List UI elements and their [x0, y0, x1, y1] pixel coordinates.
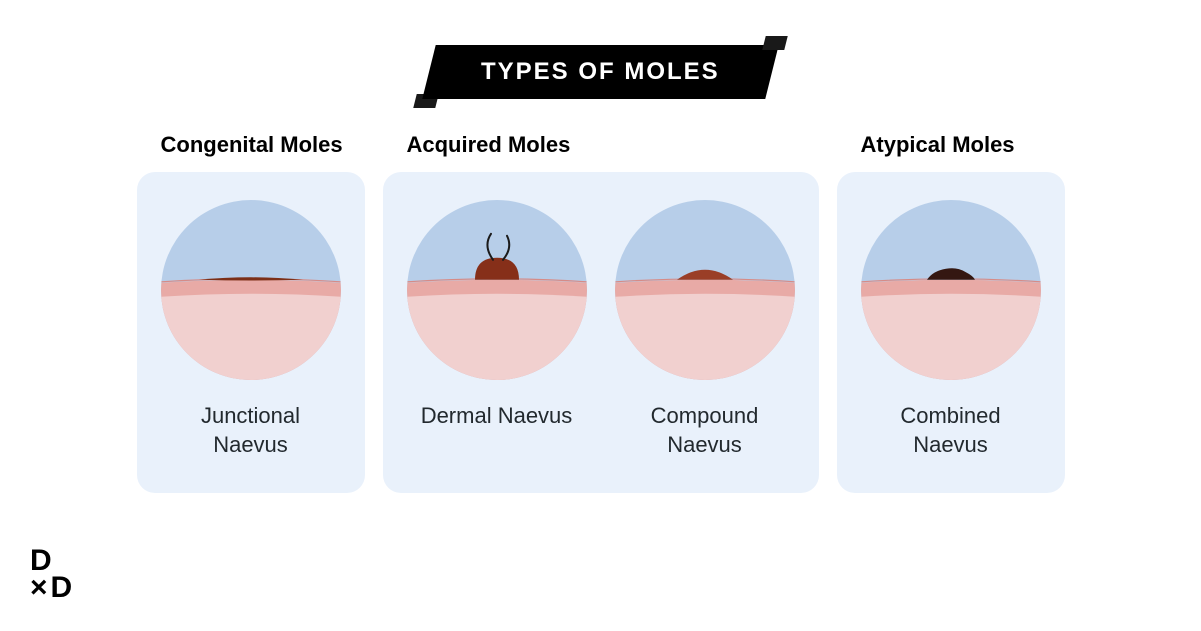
mole-label: Dermal Naevus	[421, 402, 573, 431]
category-card: Dermal Naevus Compound Naevus	[383, 172, 819, 493]
category-title: Congenital Moles	[161, 132, 343, 158]
mole-item: Dermal Naevus	[407, 200, 587, 459]
category-card: Combined Naevus	[837, 172, 1065, 493]
category-column: Congenital Moles Junctional Naevus	[137, 132, 365, 493]
page-title: TYPES OF MOLES	[481, 58, 720, 86]
mole-diagram	[407, 200, 587, 380]
category-column: Atypical Moles Combined Naevus	[837, 132, 1065, 493]
mole-item: Junctional Naevus	[161, 200, 341, 459]
mole-diagram	[861, 200, 1041, 380]
mole-item: Combined Naevus	[861, 200, 1041, 459]
category-title: Acquired Moles	[407, 132, 571, 158]
mole-diagram	[161, 200, 341, 380]
mole-diagram	[615, 200, 795, 380]
category-column: Acquired Moles Dermal Naevus Compound Naev…	[383, 132, 819, 493]
mole-item: Compound Naevus	[615, 200, 795, 459]
categories-row: Congenital Moles Junctional Naevus Acquire…	[137, 132, 1065, 493]
banner-fold-right	[762, 36, 787, 50]
logo-line-1: D	[30, 547, 73, 574]
logo-line-2: D	[30, 574, 73, 601]
title-banner: TYPES OF MOLES	[429, 42, 772, 102]
category-title: Atypical Moles	[861, 132, 1015, 158]
category-card: Junctional Naevus	[137, 172, 365, 493]
mole-label: Junctional Naevus	[166, 402, 336, 459]
banner-body: TYPES OF MOLES	[422, 45, 778, 99]
mole-label: Combined Naevus	[866, 402, 1036, 459]
brand-logo: D D	[30, 547, 73, 601]
mole-label: Compound Naevus	[620, 402, 790, 459]
